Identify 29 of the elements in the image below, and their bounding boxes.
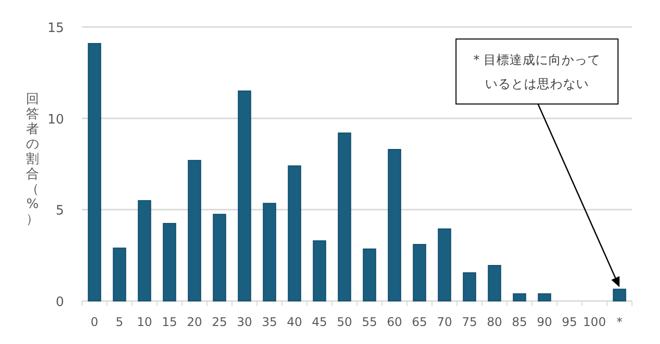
x-tick-label: 90: [536, 315, 552, 329]
x-tick-label: 75: [462, 315, 478, 329]
x-tick-label: 15: [162, 315, 178, 329]
x-tick-label: 45: [312, 315, 328, 329]
text: 回答者の割合（%）: [26, 92, 39, 227]
annotation: * 目標達成に向かっているとは思わない: [473, 52, 601, 91]
y-tick-label: 0: [56, 295, 64, 310]
x-tick-label: 95: [562, 315, 578, 329]
x-tick-label: 50: [336, 315, 352, 329]
x-tick-label: 30: [236, 315, 252, 329]
x-tick-label: 10: [136, 315, 152, 329]
x-tick-label: 0: [90, 315, 98, 329]
y-tick-label: 10: [47, 112, 64, 128]
annotation: * 目標達成に向かっているとは思わない: [456, 38, 620, 288]
x-tick-label: 20: [186, 315, 202, 329]
x-tick-label: 80: [486, 315, 502, 329]
x-tick-label: 65: [412, 315, 428, 329]
x-tick-label: *: [616, 315, 622, 329]
y-tick-label: 5: [56, 204, 64, 219]
x-tick-label: 55: [362, 315, 378, 329]
x-tick-label: 25: [212, 315, 228, 329]
x-tick-label: 5: [116, 315, 124, 329]
x-tick-label: 35: [262, 315, 278, 329]
x-tick-label: 100: [583, 315, 606, 329]
x-tick-label: 40: [286, 315, 302, 329]
y-tick-label: 15: [47, 21, 64, 36]
x-tick-label: 85: [512, 315, 528, 329]
x-tick-label: 60: [386, 315, 402, 329]
x-tick-label: 70: [436, 315, 452, 329]
